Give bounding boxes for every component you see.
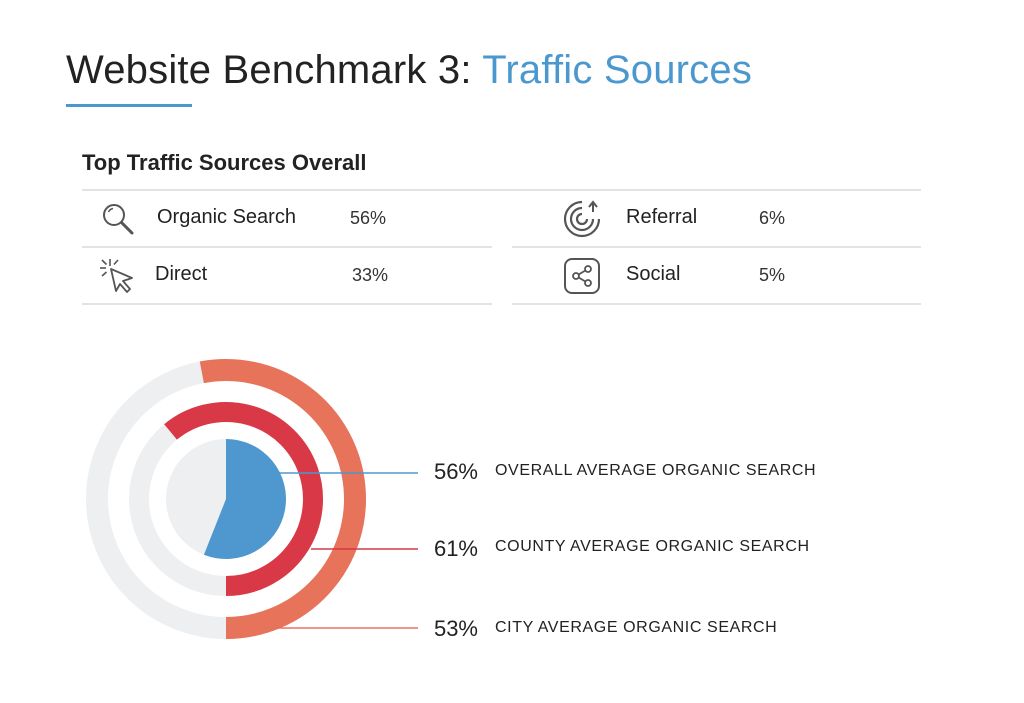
referral-target-icon <box>563 200 601 238</box>
annotation-label-overall: OVERALL AVERAGE ORGANIC SEARCH <box>495 462 817 479</box>
source-value: 5% <box>759 265 786 285</box>
source-row-social: Social 5% <box>512 248 920 304</box>
title-accent: Traffic Sources <box>482 48 753 92</box>
annotation-value-city: 53% <box>433 616 478 641</box>
annotation-value-overall: 56% <box>433 459 478 484</box>
title-underline <box>66 104 192 107</box>
divider-left-bottom <box>82 303 492 305</box>
share-icon <box>564 258 600 294</box>
divider-right-bottom <box>512 303 921 305</box>
source-row-organic-search: Organic Search 56% <box>82 191 490 247</box>
annotation-label-city: CITY AVERAGE ORGANIC SEARCH <box>495 619 778 636</box>
ring-arc-outer <box>199 359 366 639</box>
source-value: 33% <box>352 265 389 285</box>
magnifier-icon <box>103 204 134 235</box>
source-label: Social <box>626 263 681 285</box>
divider-top <box>82 189 921 191</box>
source-label: Organic Search <box>157 206 296 228</box>
source-value: 56% <box>350 208 387 228</box>
source-row-direct: Direct 33% <box>82 248 490 304</box>
source-label: Direct <box>155 263 208 285</box>
ring-arc-middle <box>164 402 323 596</box>
source-value: 6% <box>759 208 786 228</box>
cursor-click-icon <box>100 259 133 293</box>
source-label: Referral <box>626 206 698 228</box>
pie-slice-overall <box>203 439 286 559</box>
organic-search-radial-chart <box>86 359 418 639</box>
page-title: Website Benchmark 3: Traffic Sources <box>66 48 752 93</box>
title-main: Website Benchmark 3: <box>66 48 472 92</box>
annotation-label-county: COUNTY AVERAGE ORGANIC SEARCH <box>495 538 810 555</box>
summary-heading: Top Traffic Sources Overall <box>82 150 367 175</box>
divider-left-mid <box>82 246 492 248</box>
source-row-referral: Referral 6% <box>512 191 920 247</box>
divider-right-mid <box>512 246 921 248</box>
annotation-value-county: 61% <box>433 536 478 561</box>
